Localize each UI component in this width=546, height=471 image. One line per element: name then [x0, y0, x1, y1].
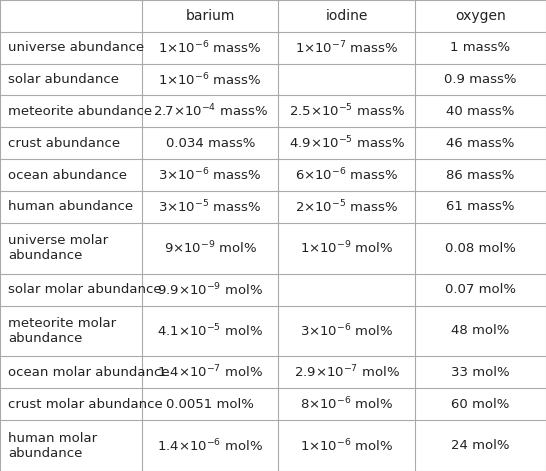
Text: $1{\times}10^{-6}$ mol%: $1{\times}10^{-6}$ mol%	[300, 437, 393, 454]
Text: $3{\times}10^{-5}$ mass%: $3{\times}10^{-5}$ mass%	[158, 199, 262, 215]
Text: 48 mol%: 48 mol%	[452, 325, 509, 338]
Text: 40 mass%: 40 mass%	[446, 105, 515, 118]
Text: $2.7{\times}10^{-4}$ mass%: $2.7{\times}10^{-4}$ mass%	[153, 103, 268, 120]
Text: $9{\times}10^{-9}$ mol%: $9{\times}10^{-9}$ mol%	[164, 240, 257, 257]
Text: universe abundance: universe abundance	[8, 41, 144, 54]
Text: 24 mol%: 24 mol%	[451, 439, 510, 452]
Text: $2{\times}10^{-5}$ mass%: $2{\times}10^{-5}$ mass%	[295, 199, 399, 215]
Text: $1{\times}10^{-6}$ mass%: $1{\times}10^{-6}$ mass%	[158, 40, 262, 56]
Text: meteorite abundance: meteorite abundance	[8, 105, 152, 118]
Text: meteorite molar
abundance: meteorite molar abundance	[8, 317, 116, 345]
Text: barium: barium	[186, 9, 235, 23]
Text: human molar
abundance: human molar abundance	[8, 431, 97, 460]
Text: 0.9 mass%: 0.9 mass%	[444, 73, 517, 86]
Text: $1{\times}10^{-9}$ mol%: $1{\times}10^{-9}$ mol%	[300, 240, 393, 257]
Text: $9.9{\times}10^{-9}$ mol%: $9.9{\times}10^{-9}$ mol%	[157, 281, 263, 298]
Text: ocean abundance: ocean abundance	[8, 169, 127, 181]
Text: $4.1{\times}10^{-5}$ mol%: $4.1{\times}10^{-5}$ mol%	[157, 323, 263, 339]
Text: $1{\times}10^{-6}$ mass%: $1{\times}10^{-6}$ mass%	[158, 71, 262, 88]
Text: $1{\times}10^{-7}$ mass%: $1{\times}10^{-7}$ mass%	[295, 40, 399, 56]
Text: human abundance: human abundance	[8, 200, 133, 213]
Text: 61 mass%: 61 mass%	[446, 200, 515, 213]
Text: $1.4{\times}10^{-7}$ mol%: $1.4{\times}10^{-7}$ mol%	[157, 364, 263, 381]
Text: 86 mass%: 86 mass%	[446, 169, 515, 181]
Text: iodine: iodine	[325, 9, 368, 23]
Text: $4.9{\times}10^{-5}$ mass%: $4.9{\times}10^{-5}$ mass%	[289, 135, 405, 152]
Text: 0.0051 mol%: 0.0051 mol%	[167, 398, 254, 411]
Text: $3{\times}10^{-6}$ mol%: $3{\times}10^{-6}$ mol%	[300, 323, 393, 339]
Text: 60 mol%: 60 mol%	[452, 398, 509, 411]
Text: 33 mol%: 33 mol%	[451, 366, 510, 379]
Text: 0.034 mass%: 0.034 mass%	[165, 137, 255, 150]
Text: $2.5{\times}10^{-5}$ mass%: $2.5{\times}10^{-5}$ mass%	[289, 103, 405, 120]
Text: $6{\times}10^{-6}$ mass%: $6{\times}10^{-6}$ mass%	[295, 167, 399, 183]
Text: 1 mass%: 1 mass%	[450, 41, 511, 54]
Text: $8{\times}10^{-6}$ mol%: $8{\times}10^{-6}$ mol%	[300, 396, 393, 413]
Text: oxygen: oxygen	[455, 9, 506, 23]
Text: 0.07 mol%: 0.07 mol%	[445, 283, 516, 296]
Text: solar molar abundance: solar molar abundance	[8, 283, 162, 296]
Text: crust abundance: crust abundance	[8, 137, 120, 150]
Text: $1.4{\times}10^{-6}$ mol%: $1.4{\times}10^{-6}$ mol%	[157, 437, 263, 454]
Text: crust molar abundance: crust molar abundance	[8, 398, 163, 411]
Text: $2.9{\times}10^{-7}$ mol%: $2.9{\times}10^{-7}$ mol%	[294, 364, 400, 381]
Text: 46 mass%: 46 mass%	[446, 137, 515, 150]
Text: 0.08 mol%: 0.08 mol%	[445, 242, 516, 255]
Text: universe molar
abundance: universe molar abundance	[8, 234, 108, 262]
Text: ocean molar abundance: ocean molar abundance	[8, 366, 170, 379]
Text: solar abundance: solar abundance	[8, 73, 119, 86]
Text: $3{\times}10^{-6}$ mass%: $3{\times}10^{-6}$ mass%	[158, 167, 262, 183]
